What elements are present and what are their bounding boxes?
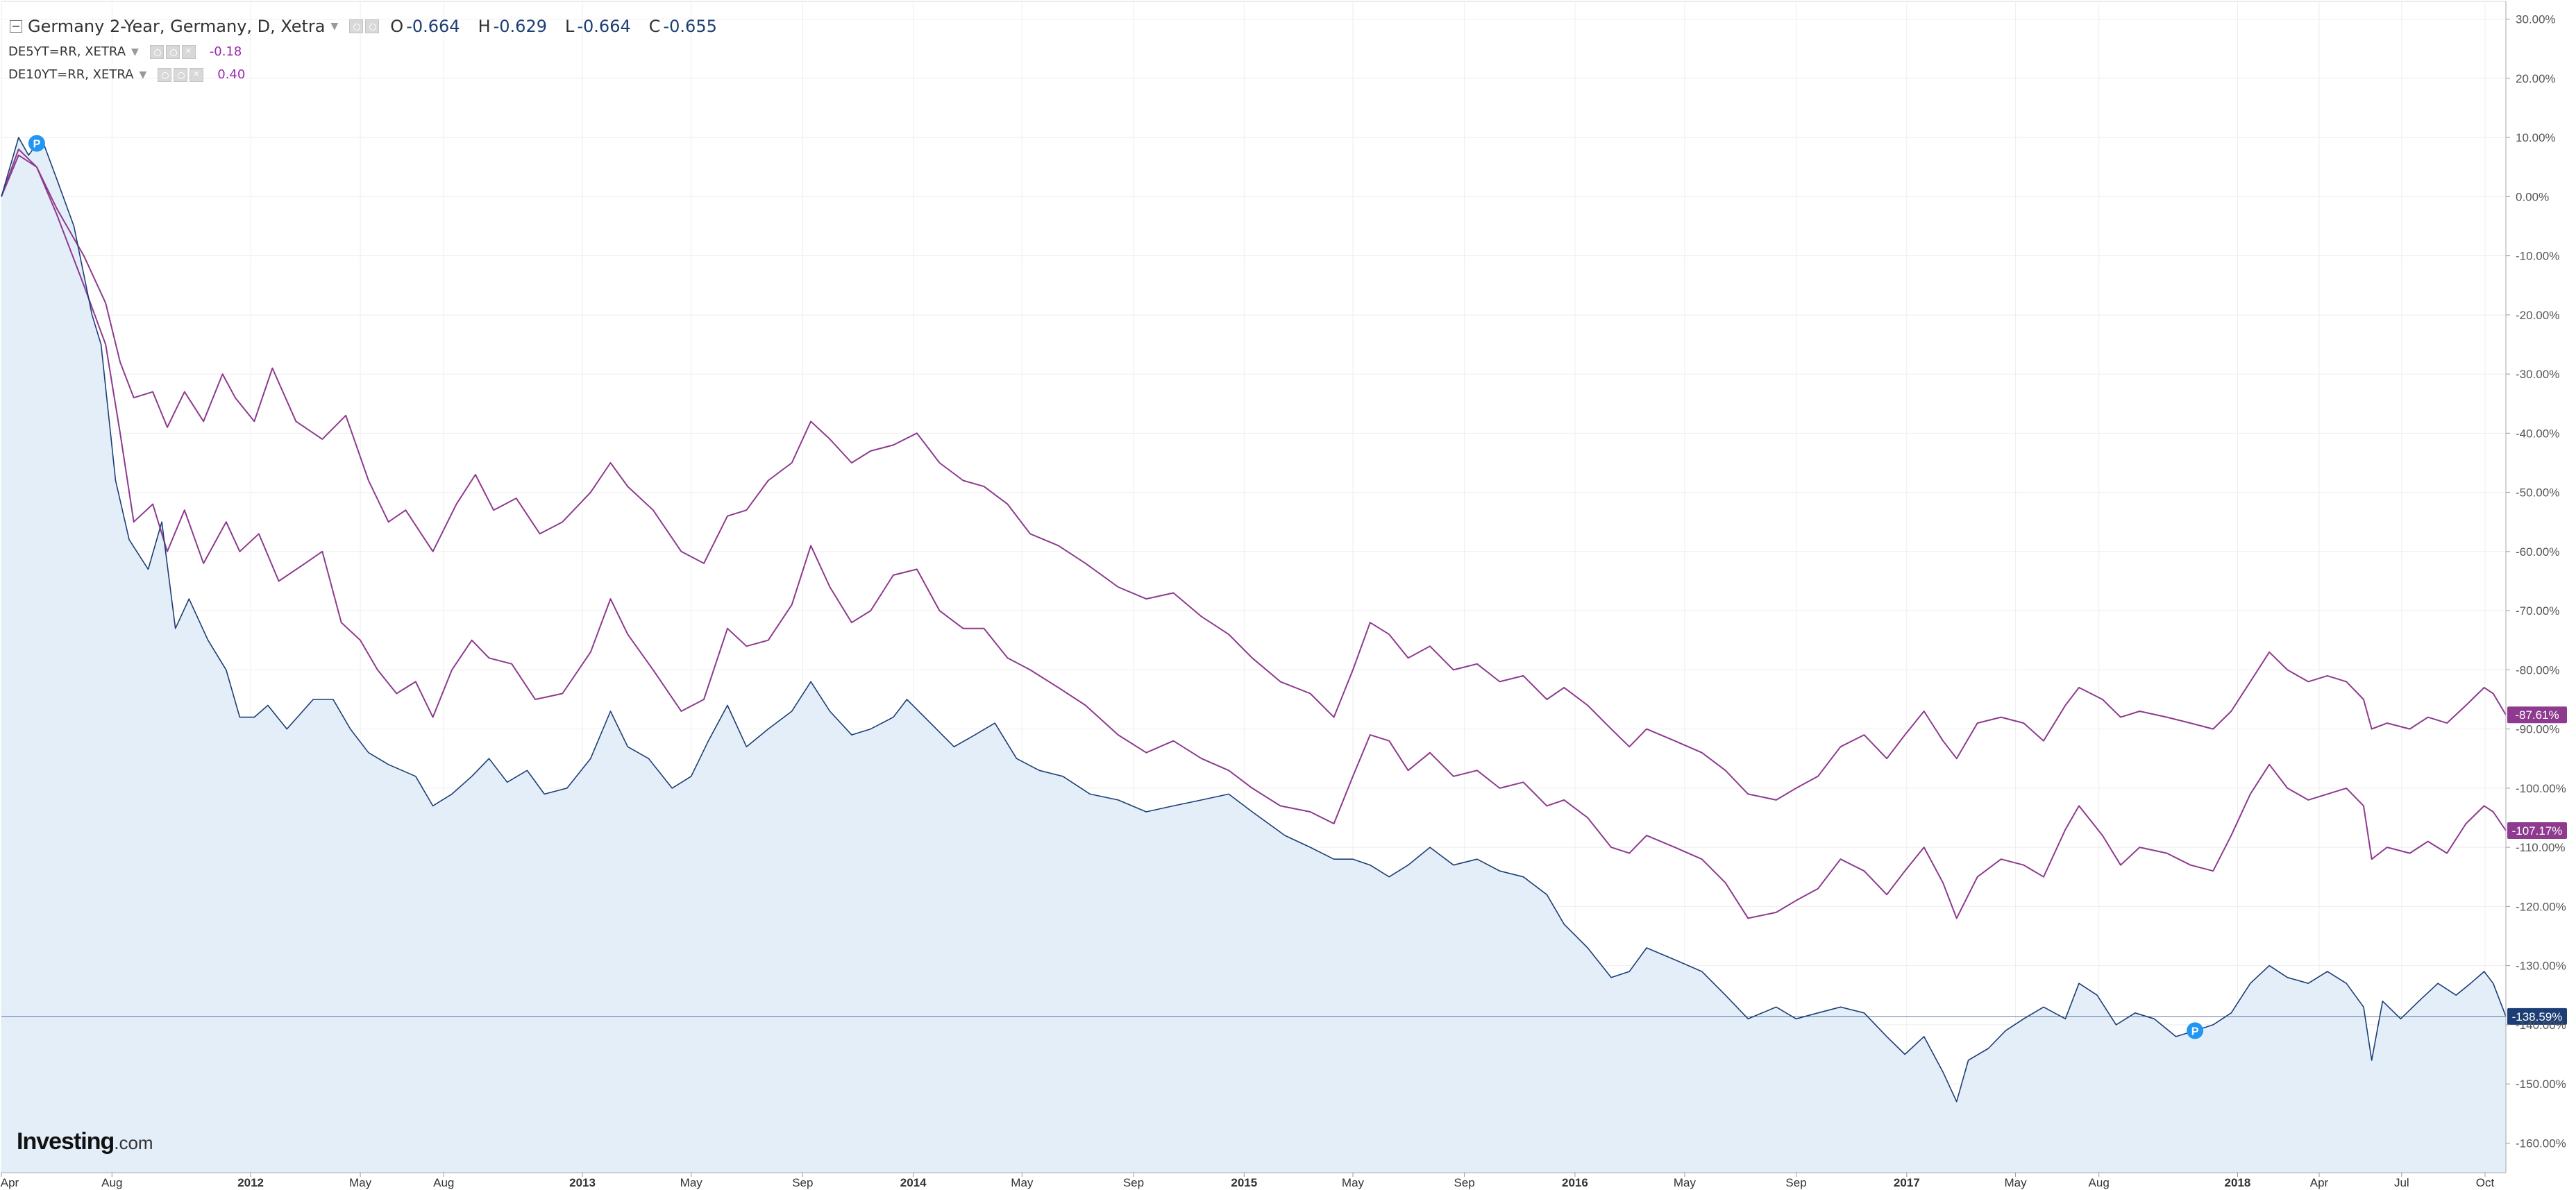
x-tick-label: May: [680, 1176, 703, 1189]
y-tick-label: -150.00%: [2516, 1078, 2566, 1091]
chevron-down-icon[interactable]: ▼: [131, 46, 139, 58]
price-tag-label: -107.17%: [2512, 824, 2563, 838]
y-tick-label: -90.00%: [2516, 723, 2559, 736]
settings-icon[interactable]: [365, 19, 380, 33]
x-tick-label: Aug: [101, 1176, 122, 1189]
x-tick-label: May: [1342, 1176, 1365, 1189]
legend-series-name[interactable]: DE5YT=RR, XETRA: [8, 44, 126, 59]
price-tag: [2507, 1008, 2567, 1025]
settings-icon[interactable]: [165, 44, 180, 59]
close-icon[interactable]: [190, 67, 204, 82]
y-tick-label: -130.00%: [2516, 960, 2566, 973]
x-tick-label: May: [1674, 1176, 1697, 1189]
legend-series-buttons: [158, 67, 204, 82]
event-marker: [28, 135, 45, 152]
chevron-down-icon[interactable]: ▼: [330, 21, 339, 32]
chart-legend: Germany 2-Year, Germany, D, Xetra ▼ O -0…: [3, 12, 735, 86]
visibility-icon[interactable]: [349, 19, 364, 33]
close-icon[interactable]: [181, 44, 196, 59]
x-tick-label: 2018: [2225, 1176, 2251, 1189]
y-tick-label: -40.00%: [2516, 427, 2559, 440]
high-label: H: [478, 17, 491, 36]
x-tick-label: Aug: [433, 1176, 454, 1189]
x-tick-label: 2016: [1562, 1176, 1588, 1189]
series-line-2: [1, 154, 2507, 801]
x-tick-label: 2014: [900, 1176, 927, 1189]
y-tick-label: -50.00%: [2516, 486, 2559, 500]
legend-series-value: -0.18: [209, 44, 242, 59]
low-label: L: [564, 17, 575, 36]
visibility-icon[interactable]: [149, 44, 164, 59]
price-tag: [2507, 822, 2567, 839]
open-label: O: [390, 17, 404, 36]
x-tick-label: May: [349, 1176, 372, 1189]
event-marker-label: P: [33, 139, 41, 151]
x-tick-label: 2015: [1231, 1176, 1257, 1189]
close-value: -0.655: [663, 17, 717, 36]
y-tick-label: -160.00%: [2516, 1137, 2566, 1150]
price-tag: [2507, 706, 2567, 724]
price-tag-label: -138.59%: [2512, 1010, 2563, 1023]
x-tick-label: 2017: [1894, 1176, 1920, 1189]
x-axis[interactable]: Apr Aug 2012 May Aug 2013 May Sep 2014 May Sep 2015…: [1, 1172, 2506, 1189]
high-value: -0.629: [493, 17, 547, 36]
y-tick-label: -30.00%: [2516, 368, 2559, 381]
series-line-main: [1, 137, 2507, 1103]
legend-series-value: 0.40: [217, 67, 246, 82]
x-tick-label: Apr: [1, 1176, 19, 1189]
y-tick-label: -10.00%: [2516, 250, 2559, 263]
legend-main-buttons: [349, 19, 380, 33]
legend-main-title[interactable]: Germany 2-Year, Germany, D, Xetra: [28, 17, 326, 36]
close-label: C: [648, 17, 661, 36]
y-tick-label: -110.00%: [2516, 841, 2566, 854]
series-lines: [1, 137, 2507, 1103]
x-tick-label: Sep: [1123, 1176, 1144, 1189]
legend-series-name[interactable]: DE10YT=RR, XETRA: [8, 67, 134, 82]
legend-series-buttons: [149, 44, 196, 59]
x-tick-label: Oct: [2476, 1176, 2495, 1189]
x-tick-label: May: [1011, 1176, 1034, 1189]
y-tick-label: -120.00%: [2516, 900, 2566, 913]
x-tick-label: May: [2004, 1176, 2027, 1189]
x-tick-label: Apr: [2310, 1176, 2329, 1189]
collapse-icon[interactable]: [10, 20, 22, 33]
y-tick-label: -80.00%: [2516, 663, 2559, 677]
x-tick-label: Jul: [2394, 1176, 2409, 1189]
chevron-down-icon[interactable]: ▼: [139, 69, 147, 80]
x-tick-label: Aug: [2089, 1176, 2110, 1189]
x-tick-label: 2013: [569, 1176, 596, 1189]
legend-series-row[interactable]: DE10YT=RR, XETRA ▼ 0.40: [3, 63, 735, 86]
price-tag-label: -87.61%: [2515, 708, 2559, 722]
low-value: -0.664: [577, 17, 631, 36]
y-tick-label: -100.00%: [2516, 782, 2566, 795]
event-marker: [2187, 1022, 2204, 1039]
x-tick-label: Sep: [792, 1176, 813, 1189]
y-tick-label: -70.00%: [2516, 604, 2559, 618]
x-tick-label: Sep: [1454, 1176, 1474, 1189]
visibility-icon[interactable]: [158, 67, 172, 82]
series-areas: [1, 137, 2506, 1173]
series-line-1: [1, 148, 2507, 919]
y-tick-label: -60.00%: [2516, 545, 2559, 559]
settings-icon[interactable]: [174, 67, 188, 82]
open-value: -0.664: [406, 17, 460, 36]
y-tick-label: 10.00%: [2516, 131, 2556, 144]
legend-main-row[interactable]: Germany 2-Year, Germany, D, Xetra ▼ O -0…: [3, 12, 735, 40]
series-area-main: [1, 137, 2506, 1173]
x-tick-label: 2012: [237, 1176, 264, 1189]
x-tick-label: Sep: [1785, 1176, 1806, 1189]
y-axis[interactable]: 30.00% 20.00% 10.00% 0.00% -10.00% -20.00% -30…: [2505, 1, 2566, 1173]
y-tick-label: -20.00%: [2516, 309, 2559, 322]
investing-logo: Investing.com: [17, 1128, 153, 1155]
y-tick-label: 30.00%: [2516, 13, 2556, 26]
legend-series-row[interactable]: DE5YT=RR, XETRA ▼ -0.18: [3, 40, 735, 63]
y-tick-label: -140.00%: [2516, 1019, 2566, 1032]
y-tick-label: 0.00%: [2516, 190, 2549, 203]
chart-overlays: -138.59% -107.17% -87.61% P P: [1, 135, 2567, 1039]
y-tick-label: 20.00%: [2516, 72, 2556, 85]
event-marker-label: P: [2191, 1026, 2199, 1037]
